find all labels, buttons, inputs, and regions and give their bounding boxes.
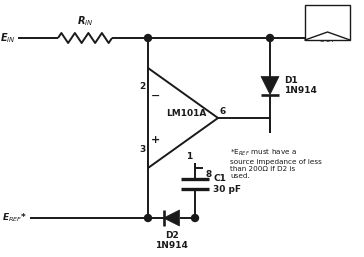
Text: 3: 3 [140,145,146,154]
Text: *E$_{REF}$ must have a
source impedance of less
than 200Ω if D2 is
used.: *E$_{REF}$ must have a source impedance … [230,148,322,179]
Circle shape [266,34,273,41]
Text: −: − [151,91,161,101]
Circle shape [145,34,151,41]
Text: LM101A: LM101A [166,108,206,117]
Bar [305,5,350,40]
Text: E$_{REF}$*: E$_{REF}$* [2,212,27,224]
Text: C1
30 pF: C1 30 pF [213,174,241,194]
Text: 1: 1 [186,152,192,161]
Text: +: + [151,135,161,145]
Text: E$_{IN}$: E$_{IN}$ [0,31,16,45]
Text: E$_{OUT}$: E$_{OUT}$ [313,31,337,45]
Text: R$_{IN}$: R$_{IN}$ [77,14,93,28]
Text: D1
1N914: D1 1N914 [284,76,317,95]
Polygon shape [261,77,279,95]
Text: 8: 8 [205,170,211,179]
Polygon shape [163,210,179,226]
Text: D2
1N914: D2 1N914 [155,231,188,250]
Polygon shape [148,68,218,168]
Text: 2: 2 [140,82,146,91]
Circle shape [145,215,151,222]
Circle shape [191,215,198,222]
Text: 6: 6 [220,107,226,116]
